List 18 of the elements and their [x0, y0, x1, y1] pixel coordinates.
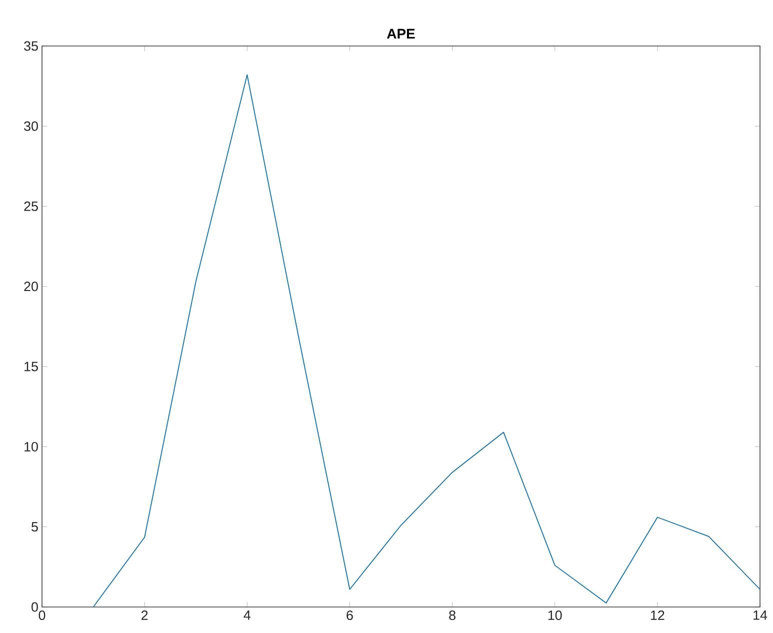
x-tick-label: 14: [754, 610, 768, 620]
x-tick-label: 12: [650, 610, 664, 620]
y-tick-label: 35: [24, 41, 38, 51]
x-tick-label: 2: [142, 610, 148, 620]
line-series: [92, 74, 760, 607]
x-tick-label: 4: [244, 610, 250, 620]
chart-title: APE: [387, 28, 415, 38]
x-tick-label: 8: [449, 610, 456, 620]
x-tick-label: 0: [38, 610, 46, 620]
y-tick-label: 0: [32, 602, 38, 612]
y-tick-label: 5: [32, 522, 38, 532]
y-tick-label: 25: [24, 202, 38, 212]
y-tick-label: 30: [24, 121, 38, 131]
y-tick-label: 10: [24, 442, 38, 452]
x-tick-label: 10: [548, 610, 562, 620]
y-tick-label: 15: [24, 362, 38, 372]
y-tick-label: 20: [24, 282, 38, 292]
x-tick-label: 6: [346, 610, 353, 620]
